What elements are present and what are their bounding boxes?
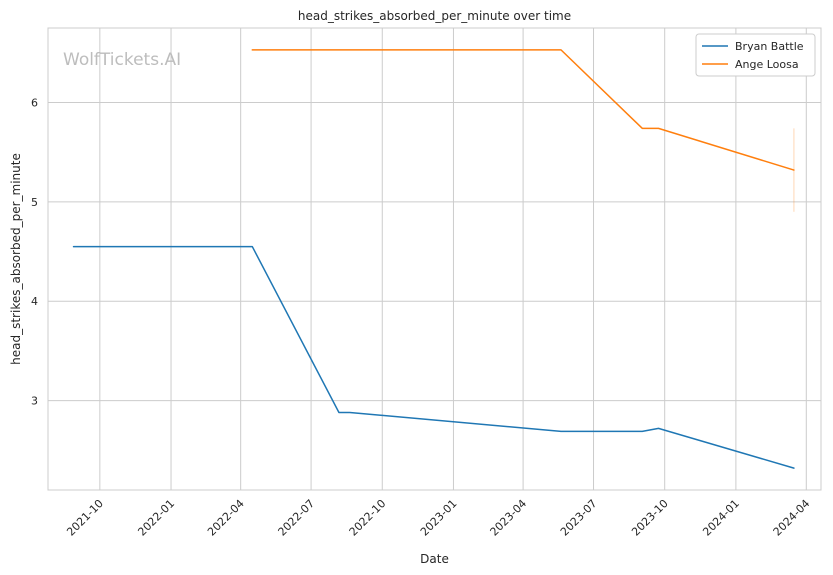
x-tick-labels: 2021-10 2022-01 2022-04 2022-07 2022-10 2023-… — [64, 497, 812, 539]
x-tick-label: 2022-04 — [205, 497, 247, 539]
legend: Bryan Battle Ange Loosa — [695, 33, 816, 77]
series-layer — [72, 49, 795, 469]
y-tick-label: 6 — [31, 97, 38, 110]
plot-frame — [47, 27, 822, 491]
plot-background — [48, 28, 821, 490]
x-tick-label: 2022-01 — [135, 497, 177, 539]
x-tick-label: 2023-01 — [418, 497, 460, 539]
legend-box — [695, 33, 816, 77]
y-tick-label: 5 — [31, 196, 38, 209]
y-tick-label: 4 — [31, 295, 38, 308]
watermark: WolfTickets.AI — [63, 50, 181, 70]
x-tick-label: 2022-07 — [276, 497, 318, 539]
legend-label-0: Bryan Battle — [735, 40, 804, 53]
x-tick-label: 2023-07 — [558, 497, 600, 539]
x-tick-label: 2021-10 — [64, 497, 106, 539]
y-tick-labels: 3 4 5 6 — [31, 97, 38, 408]
x-tick-label: 2024-04 — [771, 497, 813, 539]
x-tick-label: 2023-04 — [488, 497, 530, 539]
grid — [48, 28, 821, 490]
chart-title: head_strikes_absorbed_per_minute over ti… — [298, 9, 571, 23]
series-line-1 — [251, 49, 795, 171]
series-line-0 — [72, 245, 795, 469]
y-tick-label: 3 — [31, 395, 38, 408]
x-tick-label: 2023-10 — [629, 497, 671, 539]
legend-label-1: Ange Loosa — [735, 58, 799, 71]
x-tick-label: 2022-10 — [347, 497, 389, 539]
x-axis-title: Date — [420, 552, 449, 566]
y-axis-title: head_strikes_absorbed_per_minute — [9, 153, 23, 365]
x-tick-label: 2024-01 — [700, 497, 742, 539]
